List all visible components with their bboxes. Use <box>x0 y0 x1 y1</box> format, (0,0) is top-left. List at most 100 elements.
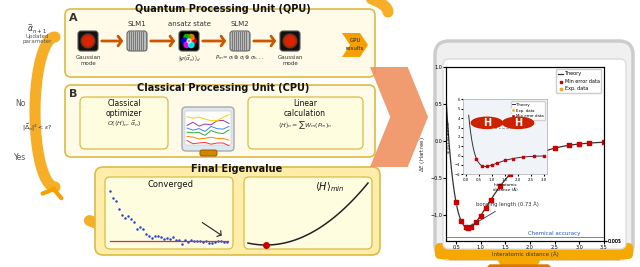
Point <box>150 234 160 238</box>
Exp. data <box>481 206 491 210</box>
Theory <box>537 151 545 154</box>
Point <box>159 237 169 241</box>
Min error data <box>599 140 609 144</box>
Text: SLM2: SLM2 <box>230 21 250 27</box>
Point <box>123 214 133 218</box>
FancyBboxPatch shape <box>65 9 375 77</box>
Text: H: H <box>483 118 491 128</box>
Point <box>180 238 190 242</box>
Circle shape <box>187 39 191 43</box>
Text: bonding length (0.73 Å): bonding length (0.73 Å) <box>471 202 539 226</box>
Point <box>195 238 205 243</box>
Point <box>120 216 130 220</box>
Text: A: A <box>69 13 77 23</box>
Point <box>105 189 115 193</box>
Theory <box>442 100 450 103</box>
Point <box>144 234 154 238</box>
Point <box>132 227 142 231</box>
Point <box>164 237 175 241</box>
Point <box>518 155 529 159</box>
Min error data <box>525 156 535 160</box>
Point <box>189 239 199 243</box>
Text: No: No <box>15 100 25 108</box>
Text: GPU: GPU <box>349 37 361 42</box>
Point <box>111 199 121 204</box>
Min error data <box>550 146 560 150</box>
Circle shape <box>188 42 194 48</box>
Min error data <box>505 172 515 176</box>
Point <box>216 239 226 243</box>
Text: Gaussian
mode: Gaussian mode <box>277 55 303 66</box>
FancyBboxPatch shape <box>65 85 375 157</box>
Min error data <box>495 184 506 188</box>
FancyBboxPatch shape <box>248 97 363 149</box>
Text: $|\psi(\vec{\alpha}_n)\rangle_d$: $|\psi(\vec{\alpha}_n)\rangle_d$ <box>178 54 200 64</box>
Circle shape <box>188 34 194 40</box>
Point <box>198 239 208 244</box>
FancyBboxPatch shape <box>105 177 233 249</box>
Circle shape <box>285 36 295 46</box>
Circle shape <box>191 38 196 44</box>
Min error data <box>463 226 473 230</box>
FancyBboxPatch shape <box>80 97 168 149</box>
X-axis label: Interatomic distance (Å): Interatomic distance (Å) <box>492 252 559 257</box>
Exp. data <box>461 226 471 230</box>
Point <box>186 238 196 242</box>
Theory <box>540 150 547 153</box>
Point <box>209 240 220 244</box>
Text: Classical Processing Unit (CPU): Classical Processing Unit (CPU) <box>137 83 309 93</box>
Min error data <box>461 225 471 229</box>
Min error data <box>534 151 545 155</box>
Text: Updated
parameter: Updated parameter <box>22 34 52 44</box>
FancyBboxPatch shape <box>280 31 300 51</box>
Point <box>471 156 482 161</box>
Point <box>162 236 172 240</box>
Point <box>204 241 214 245</box>
Point <box>147 236 157 240</box>
FancyBboxPatch shape <box>127 31 147 51</box>
Circle shape <box>182 38 188 44</box>
Point <box>182 240 193 244</box>
Point <box>492 161 502 165</box>
Min error data <box>456 218 466 223</box>
Point <box>129 220 139 224</box>
Point <box>114 206 124 211</box>
Exp. data <box>534 152 545 156</box>
Text: Final Eigenvalue: Final Eigenvalue <box>191 164 283 174</box>
Text: H: H <box>514 118 522 128</box>
Point <box>221 240 232 245</box>
Min error data <box>481 206 491 210</box>
Min error data <box>515 163 525 167</box>
Point <box>108 196 118 200</box>
FancyBboxPatch shape <box>435 243 633 259</box>
Text: $P_m = \sigma_i \otimes \sigma_j \otimes \sigma_k ...$: $P_m = \sigma_i \otimes \sigma_j \otimes… <box>215 54 265 64</box>
Exp. data <box>584 141 594 146</box>
Polygon shape <box>449 243 619 259</box>
Text: Classical
optimizer: Classical optimizer <box>106 99 142 118</box>
Text: Converged: Converged <box>147 180 193 189</box>
Line: Theory: Theory <box>446 101 604 228</box>
Point <box>117 213 127 217</box>
Text: Yes: Yes <box>14 152 26 162</box>
Text: $O(\langle H\rangle_n, \vec{\alpha}_n)$: $O(\langle H\rangle_n, \vec{\alpha}_n)$ <box>107 119 141 129</box>
Point <box>138 227 148 231</box>
Point <box>153 233 163 238</box>
Polygon shape <box>498 259 540 267</box>
Theory <box>443 108 451 112</box>
Point <box>508 156 518 161</box>
Circle shape <box>471 117 502 128</box>
Text: $\langle H\rangle_{min}$: $\langle H\rangle_{min}$ <box>316 180 345 194</box>
Min error data <box>584 141 594 145</box>
Point <box>173 238 184 242</box>
FancyBboxPatch shape <box>182 107 234 151</box>
Point <box>156 235 166 239</box>
Point <box>191 239 202 243</box>
Exp. data <box>564 143 575 147</box>
Point <box>477 163 487 168</box>
Theory <box>536 151 544 155</box>
FancyBboxPatch shape <box>230 31 250 51</box>
FancyBboxPatch shape <box>179 31 199 51</box>
Point <box>482 164 492 168</box>
Min error data <box>564 143 575 147</box>
Min error data <box>476 213 486 218</box>
